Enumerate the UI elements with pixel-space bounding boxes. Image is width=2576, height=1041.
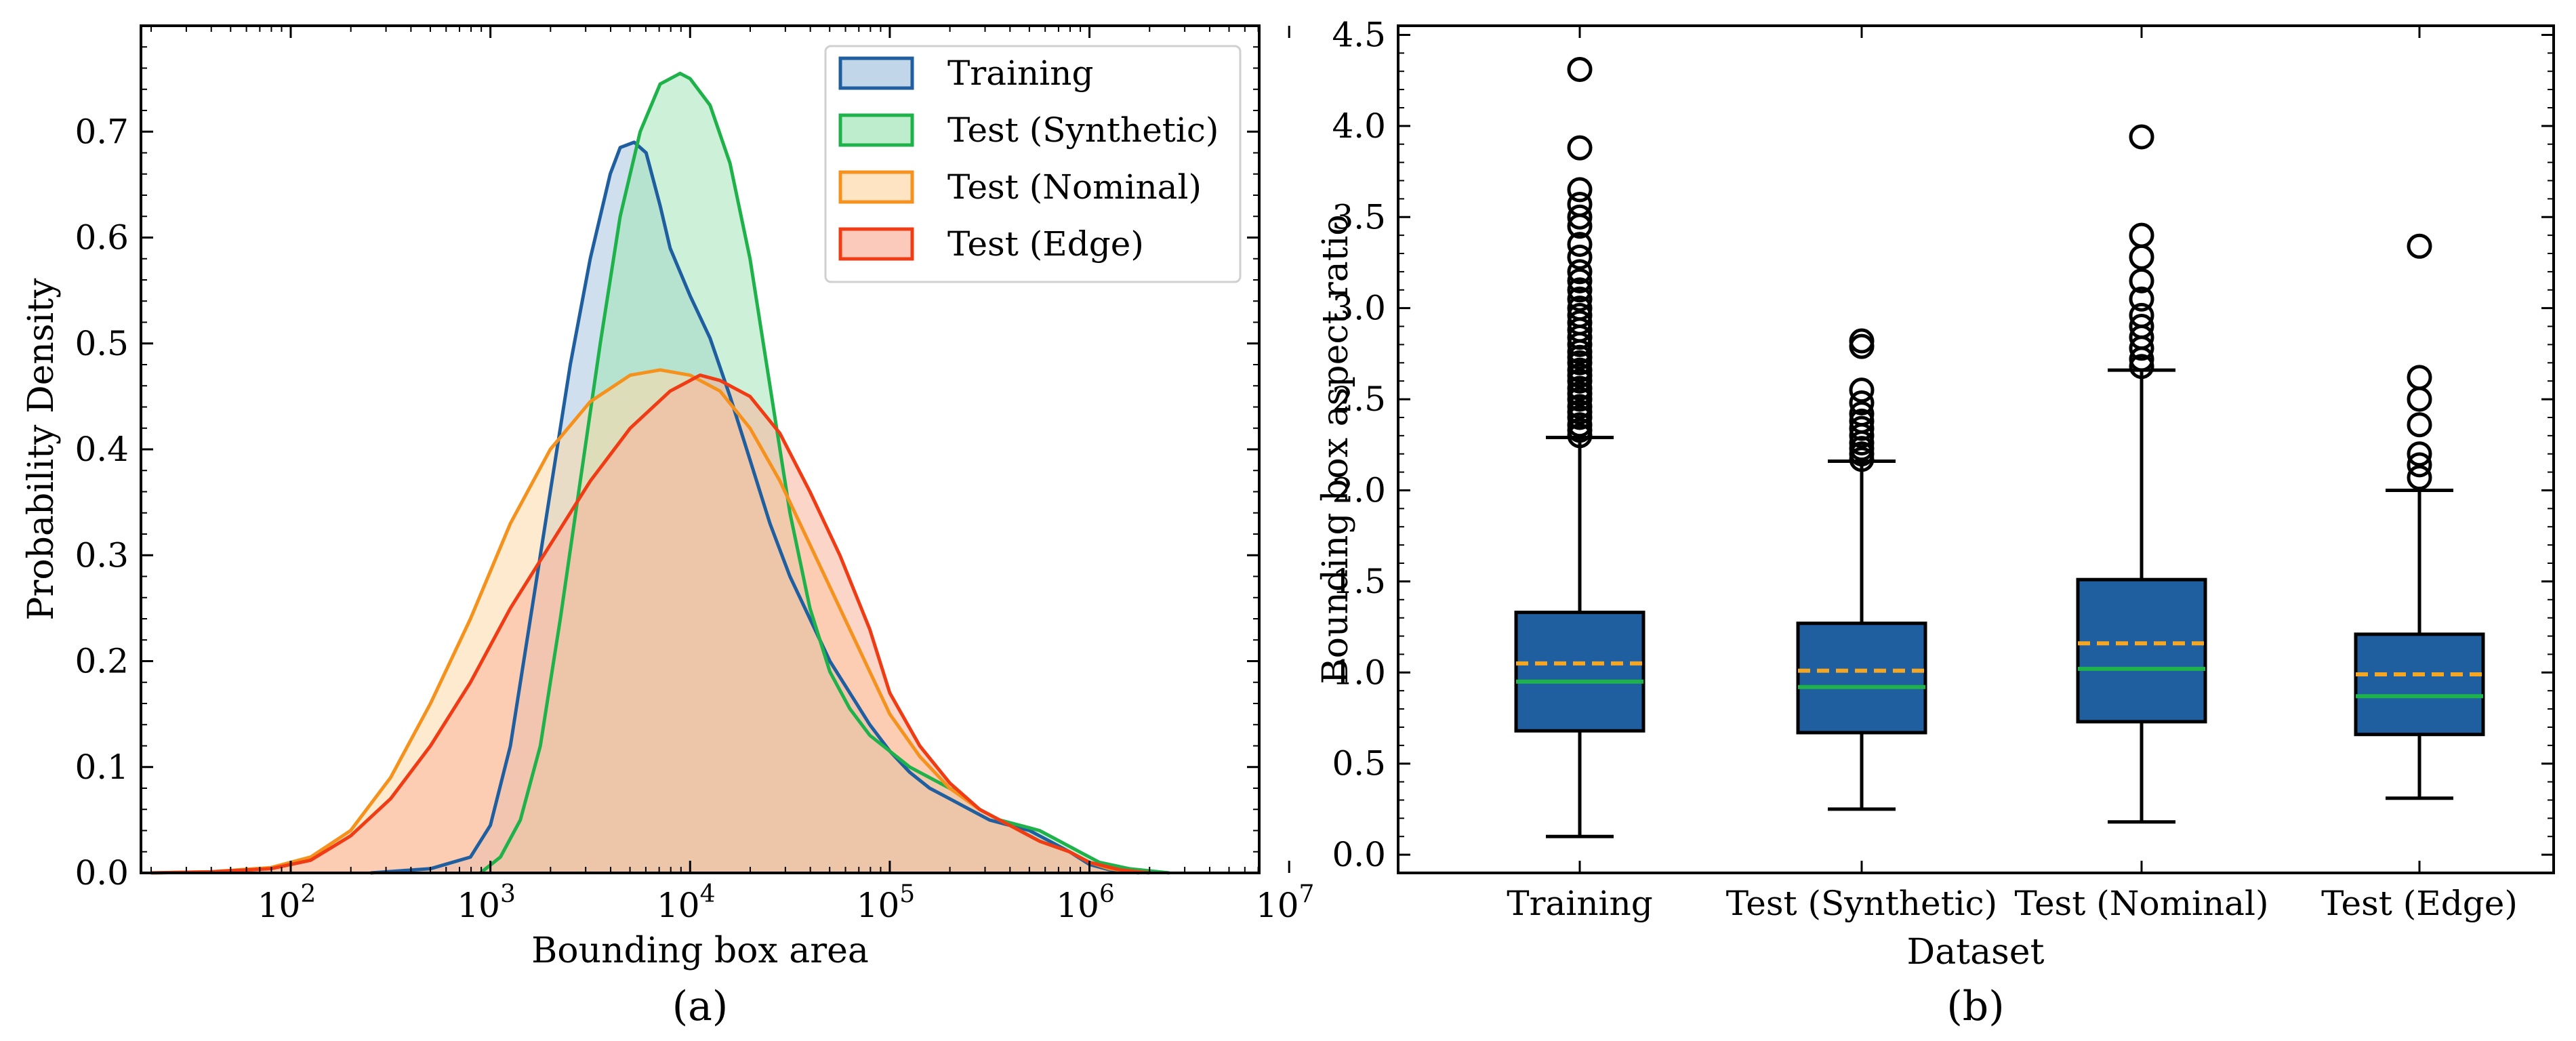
x-tick-label: 106	[1056, 880, 1115, 925]
y-tick-label: 3.5	[1332, 197, 1386, 237]
outlier-test-nominal	[2129, 222, 2154, 248]
box-test-edge	[2354, 632, 2485, 737]
outlier-test-synthetic	[1849, 401, 1875, 427]
outlier-test-edge	[2407, 441, 2432, 467]
outlier-test-synthetic	[1849, 328, 1875, 354]
outlier-test-edge	[2407, 233, 2432, 259]
legend-label: Test (Synthetic)	[947, 110, 1219, 150]
outlier-training	[1567, 357, 1593, 383]
x-tick-label: 107	[1256, 880, 1315, 925]
outlier-test-edge	[2407, 412, 2432, 438]
outlier-training	[1567, 259, 1593, 285]
outlier-training	[1567, 268, 1593, 293]
outlier-test-synthetic	[1849, 377, 1875, 403]
caption-b: (b)	[1946, 983, 2004, 1030]
outlier-test-nominal	[2129, 314, 2154, 340]
outlier-training	[1567, 394, 1593, 420]
outlier-test-nominal	[2129, 244, 2154, 270]
boxplot-xlabel: Dataset	[1907, 932, 2045, 973]
x-tick-label: 103	[457, 880, 516, 925]
outlier-training	[1567, 375, 1593, 401]
x-tick-label-test-nominal: Test (Nominal)	[2015, 884, 2269, 923]
outlier-training	[1567, 135, 1593, 161]
y-tick-label: 4.5	[1332, 15, 1386, 54]
outlier-training	[1567, 310, 1593, 335]
density-line-test-synthetic	[479, 71, 1170, 875]
x-tick-label-test-edge: Test (Edge)	[2321, 884, 2518, 923]
y-tick-label: 0.5	[1332, 744, 1386, 783]
x-tick-label-test-synthetic: Test (Synthetic)	[1726, 884, 1997, 923]
outlier-training	[1567, 286, 1593, 312]
outlier-training	[1567, 277, 1593, 303]
density-legend: Training Test (Synthetic) Test (Nominal) Te…	[824, 45, 1242, 283]
boxplot-frame	[1397, 24, 2555, 874]
density-chart: 0.0 0.1 0.2 0.3 0.4 0.5 0.6 0.7 102 103 104 105 106 1…	[21, 24, 1315, 1030]
y-tick-label: 1.0	[1332, 653, 1386, 692]
outlier-test-edge	[2407, 465, 2432, 491]
y-tick-label: 0.4	[75, 430, 129, 469]
box-test-nominal	[2076, 577, 2207, 724]
legend-swatch	[838, 227, 914, 261]
outlier-test-nominal	[2129, 268, 2154, 293]
outlier-training	[1567, 302, 1593, 328]
outlier-training	[1567, 57, 1593, 83]
y-tick-label: 4.0	[1332, 106, 1386, 146]
legend-label: Test (Edge)	[947, 224, 1144, 264]
density-xlabel: Bounding box area	[531, 931, 869, 971]
x-tick-label: 102	[258, 880, 316, 925]
box-test-synthetic	[1796, 621, 1927, 735]
y-tick-label: 0.1	[75, 748, 129, 787]
outlier-test-nominal	[2129, 124, 2154, 150]
outlier-training	[1567, 295, 1593, 321]
outlier-training	[1567, 204, 1593, 230]
caption-a: (a)	[672, 983, 729, 1030]
outlier-training	[1567, 244, 1593, 270]
x-tick-label: 104	[657, 880, 716, 925]
y-tick-label: 0.2	[75, 642, 129, 681]
boxplot-ylabel: Bounding box aspect ratio	[1315, 214, 1356, 684]
legend-label: Test (Nominal)	[947, 167, 1202, 207]
density-line-test-edge	[150, 373, 1150, 875]
legend-swatch	[838, 113, 914, 147]
legend-label: Training	[947, 54, 1093, 93]
box-training	[1514, 611, 1645, 733]
outlier-training	[1567, 191, 1593, 217]
outlier-training	[1567, 232, 1593, 258]
y-tick-label: 0.3	[75, 535, 129, 575]
x-tick-label: 105	[857, 880, 916, 925]
outlier-test-nominal	[2129, 354, 2154, 380]
x-tick-label-training: Training	[1507, 884, 1652, 923]
boxplot-chart: 0.0 0.5 1.0 1.5 2.0 2.5 3.0 3.5 4.0 4.5 Training Te…	[1315, 15, 2555, 1030]
legend-swatch	[838, 56, 914, 90]
outlier-test-edge	[2407, 452, 2432, 478]
legend-box	[824, 45, 1242, 283]
y-tick-label: 0.6	[75, 218, 129, 258]
legend-swatch	[838, 170, 914, 204]
y-tick-label: 2.0	[1332, 470, 1386, 510]
y-tick-label: 0.0	[75, 853, 129, 893]
y-tick-label: 0.0	[1332, 835, 1386, 874]
density-ylabel: Probability Density	[21, 278, 62, 621]
y-tick-label: 0.7	[75, 112, 129, 151]
outlier-test-synthetic	[1849, 415, 1875, 441]
y-tick-label: 2.5	[1332, 380, 1386, 419]
y-tick-label: 3.0	[1332, 289, 1386, 328]
outlier-test-edge	[2407, 386, 2432, 412]
outlier-training	[1567, 177, 1593, 203]
density-area-test-edge	[150, 375, 1149, 873]
y-tick-label: 0.5	[75, 324, 129, 363]
outlier-test-edge	[2407, 365, 2432, 390]
outlier-test-synthetic	[1849, 390, 1875, 415]
outlier-training	[1567, 412, 1593, 438]
y-tick-label: 1.5	[1332, 562, 1386, 601]
outlier-test-nominal	[2129, 286, 2154, 312]
outlier-test-synthetic	[1849, 408, 1875, 434]
outlier-test-nominal	[2129, 302, 2154, 328]
